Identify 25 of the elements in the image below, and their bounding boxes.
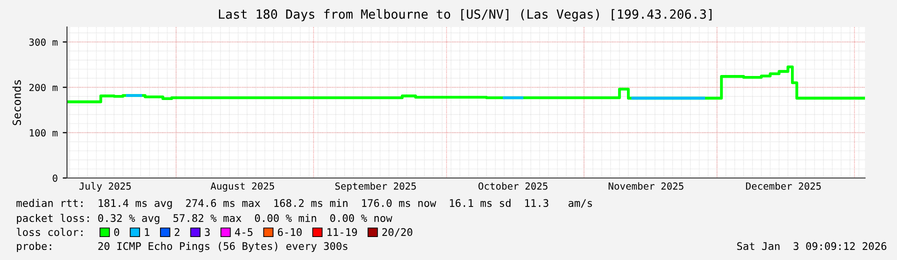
legend-label: 4-5 — [234, 228, 252, 236]
chart-title: Last 180 Days from Melbourne to [US/NV] (Las Vegas) [199.43.206.3] — [218, 9, 712, 22]
y-axis-title: Seconds — [12, 80, 21, 126]
text: probe: 20 ICMP Echo Pings (56 Bytes) every 300s — [16, 242, 348, 252]
y-tick-label: 200 m — [29, 84, 58, 92]
legend-title: loss color: — [16, 228, 82, 236]
x-tick-label: October 2025 — [478, 182, 548, 190]
legend-label: 11-19 — [328, 228, 357, 236]
y-tick-label: 100 m — [30, 129, 58, 137]
x-tick-label: December 2025 — [746, 182, 821, 190]
x-tick-label: November 2025 — [608, 182, 684, 190]
legend-label: 3 — [204, 228, 210, 236]
x-tick-label: July 2025 — [79, 182, 131, 192]
x-tick-label: August 2025 — [210, 182, 274, 192]
legend-label: 20/20 — [382, 228, 412, 237]
y-tick-label: 0 — [52, 174, 58, 182]
legend-label: 1 — [145, 228, 150, 236]
text: packet loss: 0.32 % avg 57.82 % max 0.00 % min 0.00 % now — [16, 214, 392, 224]
y-tick-label: 300 m — [29, 38, 58, 46]
legend-label: 6-10 — [278, 228, 302, 236]
legend-label: 2 — [174, 228, 180, 236]
text: median rtt: 181.4 ms avg 274.6 ms max 168.2 ms min 176.0 ms now 16.1 ms sd 11.3 am/s — [16, 198, 592, 210]
text: Sat Jan 3 09:09:12 2026 — [737, 242, 886, 250]
x-tick-label: September 2025 — [335, 182, 416, 192]
legend-label: 0 — [114, 228, 120, 236]
